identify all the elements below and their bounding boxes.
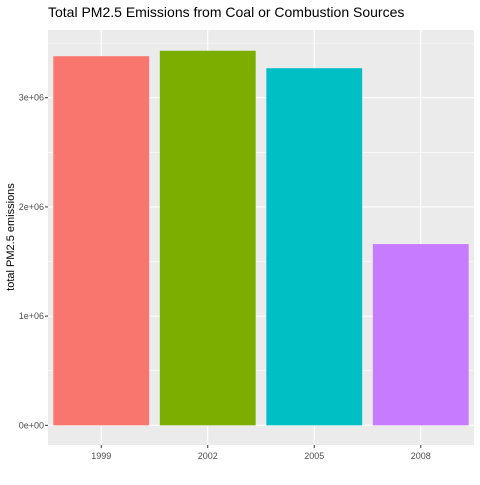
y-axis-ticks: 0e+00 1e+06 2e+06 3e+06 — [19, 93, 48, 431]
y-tick-label: 1e+06 — [19, 311, 44, 321]
chart-title: Total PM2.5 Emissions from Coal or Combu… — [48, 4, 404, 20]
y-tick-label: 2e+06 — [19, 202, 44, 212]
x-tick-label: 2008 — [411, 451, 431, 461]
x-tick-label: 1999 — [91, 451, 111, 461]
x-tick-label: 2002 — [198, 451, 218, 461]
bar-2008 — [373, 244, 469, 425]
bar-2002 — [160, 51, 256, 426]
bar-1999 — [53, 56, 149, 425]
x-tick-label: 2005 — [304, 451, 324, 461]
bar-2005 — [266, 68, 362, 425]
y-tick-label: 3e+06 — [19, 93, 44, 103]
y-tick-label: 0e+00 — [19, 420, 44, 430]
x-axis-ticks: 1999 2002 2005 2008 — [91, 445, 431, 461]
y-axis-title: total PM2.5 emissions — [5, 183, 17, 291]
